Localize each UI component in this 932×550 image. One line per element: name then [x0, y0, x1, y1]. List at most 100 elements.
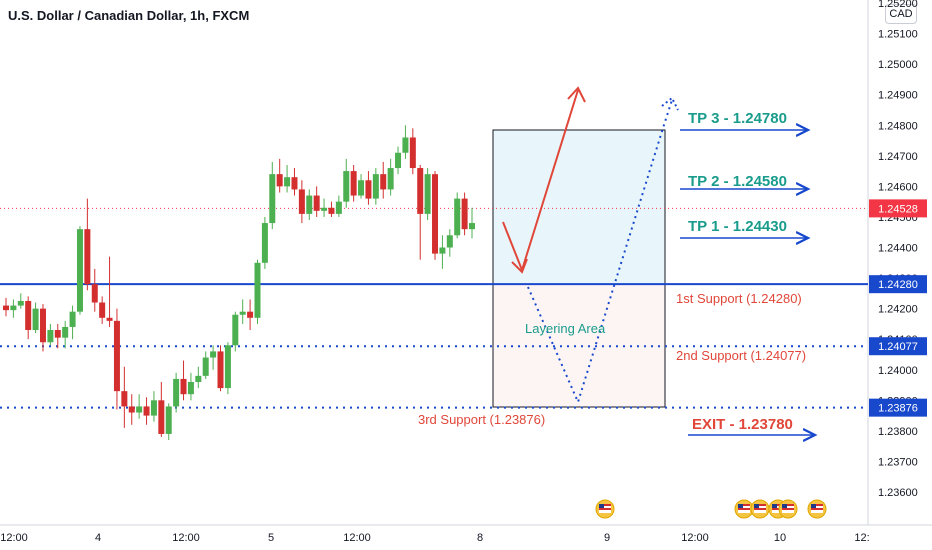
x-tick-label: 5: [268, 532, 274, 544]
price-tag-label: 1.24077: [878, 341, 918, 353]
candle-body: [387, 168, 394, 190]
red-arrow: [502, 86, 586, 274]
x-tick-label: 12:: [854, 532, 869, 544]
candle-body: [128, 406, 135, 413]
candle-body: [76, 229, 83, 312]
candle-body: [284, 177, 291, 187]
candle-body: [454, 198, 461, 236]
candle-body: [261, 223, 268, 263]
x-tick-label: 12:00: [172, 532, 200, 544]
support2-label: 2nd Support (1.24077): [676, 348, 806, 363]
y-tick-label: 1.24600: [878, 181, 918, 193]
y-tick-label: 1.24000: [878, 365, 918, 377]
candle-body: [358, 180, 365, 196]
support1-label: 1st Support (1.24280): [676, 291, 802, 306]
x-tick-label: 8: [477, 532, 483, 544]
candle-body: [313, 195, 320, 211]
candle-body: [380, 174, 387, 190]
candle-body: [439, 247, 446, 254]
candle-body: [402, 137, 409, 153]
candle-body: [136, 406, 143, 413]
y-tick-label: 1.25100: [878, 29, 918, 41]
x-tick-label: 12:00: [681, 532, 709, 544]
candle-body: [306, 195, 313, 214]
candle-body: [298, 189, 305, 214]
y-tick-label: 1.23800: [878, 426, 918, 438]
us-flag-event-icon[interactable]: [778, 499, 798, 519]
us-flag-event-icon[interactable]: [750, 499, 770, 519]
tp2-label: TP 2 - 1.24580: [688, 173, 787, 190]
candle-body: [269, 174, 276, 224]
candle-body: [446, 235, 453, 248]
candle-body: [321, 207, 328, 211]
candle-body: [17, 300, 24, 306]
x-tick-label: 10: [774, 532, 786, 544]
candle-body: [158, 400, 165, 434]
candle-body: [291, 177, 298, 190]
price-tag: [869, 199, 927, 218]
candle-body: [84, 229, 91, 285]
y-tick-label: 1.23600: [878, 487, 918, 499]
candle-body: [54, 330, 61, 338]
exit-label: EXIT - 1.23780: [692, 416, 793, 433]
y-tick-label: 1.24800: [878, 120, 918, 132]
blue-dotted-path: [527, 96, 679, 405]
candle-body: [328, 207, 335, 214]
tp1-label: TP 1 - 1.24430: [688, 218, 787, 235]
candle-body: [187, 381, 194, 395]
candle-body: [202, 357, 209, 376]
candle-body: [217, 351, 224, 389]
candle-body: [343, 171, 350, 202]
target-zone: [492, 129, 666, 285]
currency-tag[interactable]: CAD: [885, 4, 917, 24]
price-tag-label: 1.24528: [878, 203, 918, 215]
x-tick-label: 12:00: [343, 532, 371, 544]
y-tick-label: 1.24400: [878, 243, 918, 255]
y-tick-label: 1.25000: [878, 59, 918, 71]
candle-body: [47, 330, 54, 343]
layering-label: Layering Area: [525, 321, 606, 336]
candle-body: [247, 311, 254, 318]
y-tick-label: 1.23700: [878, 456, 918, 468]
candle-body: [39, 308, 46, 343]
candle-body: [180, 378, 187, 395]
candle-body: [335, 201, 342, 214]
candle-body: [409, 137, 416, 169]
candle-body: [469, 223, 475, 230]
candle-body: [121, 391, 128, 407]
price-tag: [869, 275, 927, 294]
x-tick-label: 12:00: [0, 532, 28, 544]
candle-body: [150, 400, 157, 416]
candle-body: [365, 180, 372, 199]
candle-body: [62, 326, 69, 338]
candle-body: [232, 314, 239, 346]
us-flag-event-icon[interactable]: [734, 499, 754, 519]
candle-body: [239, 311, 246, 315]
price-tag: [869, 337, 927, 356]
candle-body: [254, 262, 261, 318]
us-flag-event-icon[interactable]: [807, 499, 827, 519]
candle-body: [91, 284, 98, 303]
price-tag-label: 1.24280: [878, 279, 918, 291]
price-tag-label: 1.23876: [878, 403, 918, 415]
candle-body: [461, 198, 468, 230]
candle-body: [106, 317, 113, 321]
candle-body: [143, 406, 150, 416]
us-flag-event-icon[interactable]: [595, 499, 615, 519]
y-tick-label: 1.24200: [878, 304, 918, 316]
candle-body: [276, 174, 283, 187]
candle-body: [195, 375, 202, 382]
tp3-label: TP 3 - 1.24780: [688, 110, 787, 127]
candle-body: [424, 174, 431, 214]
candle-body: [372, 174, 379, 199]
candle-body: [69, 311, 76, 327]
candle-body: [10, 305, 17, 311]
y-tick-label: 1.25200: [878, 0, 918, 10]
candle-body: [165, 406, 172, 434]
candle-body: [3, 305, 9, 311]
x-tick-label: 9: [604, 532, 610, 544]
candle-body: [417, 168, 424, 214]
x-tick-label: 4: [95, 532, 101, 544]
